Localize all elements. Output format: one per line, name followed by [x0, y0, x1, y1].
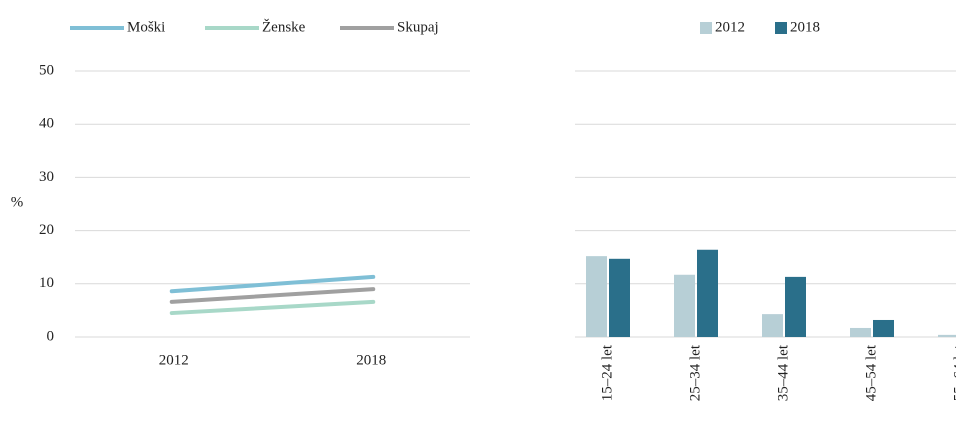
bar	[586, 256, 607, 337]
y-tick-label: 10	[39, 275, 54, 291]
legend-label: Skupaj	[397, 19, 439, 35]
y-tick-label: 30	[39, 169, 54, 185]
bar	[850, 327, 871, 337]
x-tick-label: 35–44 let	[775, 344, 791, 401]
y-tick-label: 50	[39, 62, 54, 78]
legend-swatch	[700, 22, 712, 34]
series-line	[169, 299, 376, 316]
bar	[938, 334, 956, 337]
bar	[785, 276, 806, 337]
y-tick-label: 40	[39, 116, 54, 132]
x-tick-label: 25–34 let	[687, 344, 703, 401]
y-tick-label: 20	[39, 222, 54, 238]
legend-label: Moški	[127, 19, 165, 35]
x-tick-label: 55–64 let	[951, 344, 956, 401]
bar	[762, 314, 783, 337]
y-tick-label: 0	[47, 328, 55, 344]
bar	[873, 319, 894, 337]
legend-label: Ženske	[262, 18, 306, 35]
series-line	[169, 274, 376, 294]
legend-swatch	[775, 22, 787, 34]
series-line	[169, 287, 376, 304]
x-tick-label: 15–24 let	[599, 344, 615, 401]
bar	[674, 274, 695, 337]
bar	[697, 249, 718, 337]
y-axis-label: %	[11, 194, 24, 210]
x-tick-label: 2012	[159, 352, 189, 368]
bar	[609, 258, 630, 337]
legend-label: 2018	[790, 19, 820, 35]
x-tick-label: 2018	[356, 352, 386, 368]
x-tick-label: 45–54 let	[863, 344, 879, 401]
legend-label: 2012	[715, 19, 745, 35]
